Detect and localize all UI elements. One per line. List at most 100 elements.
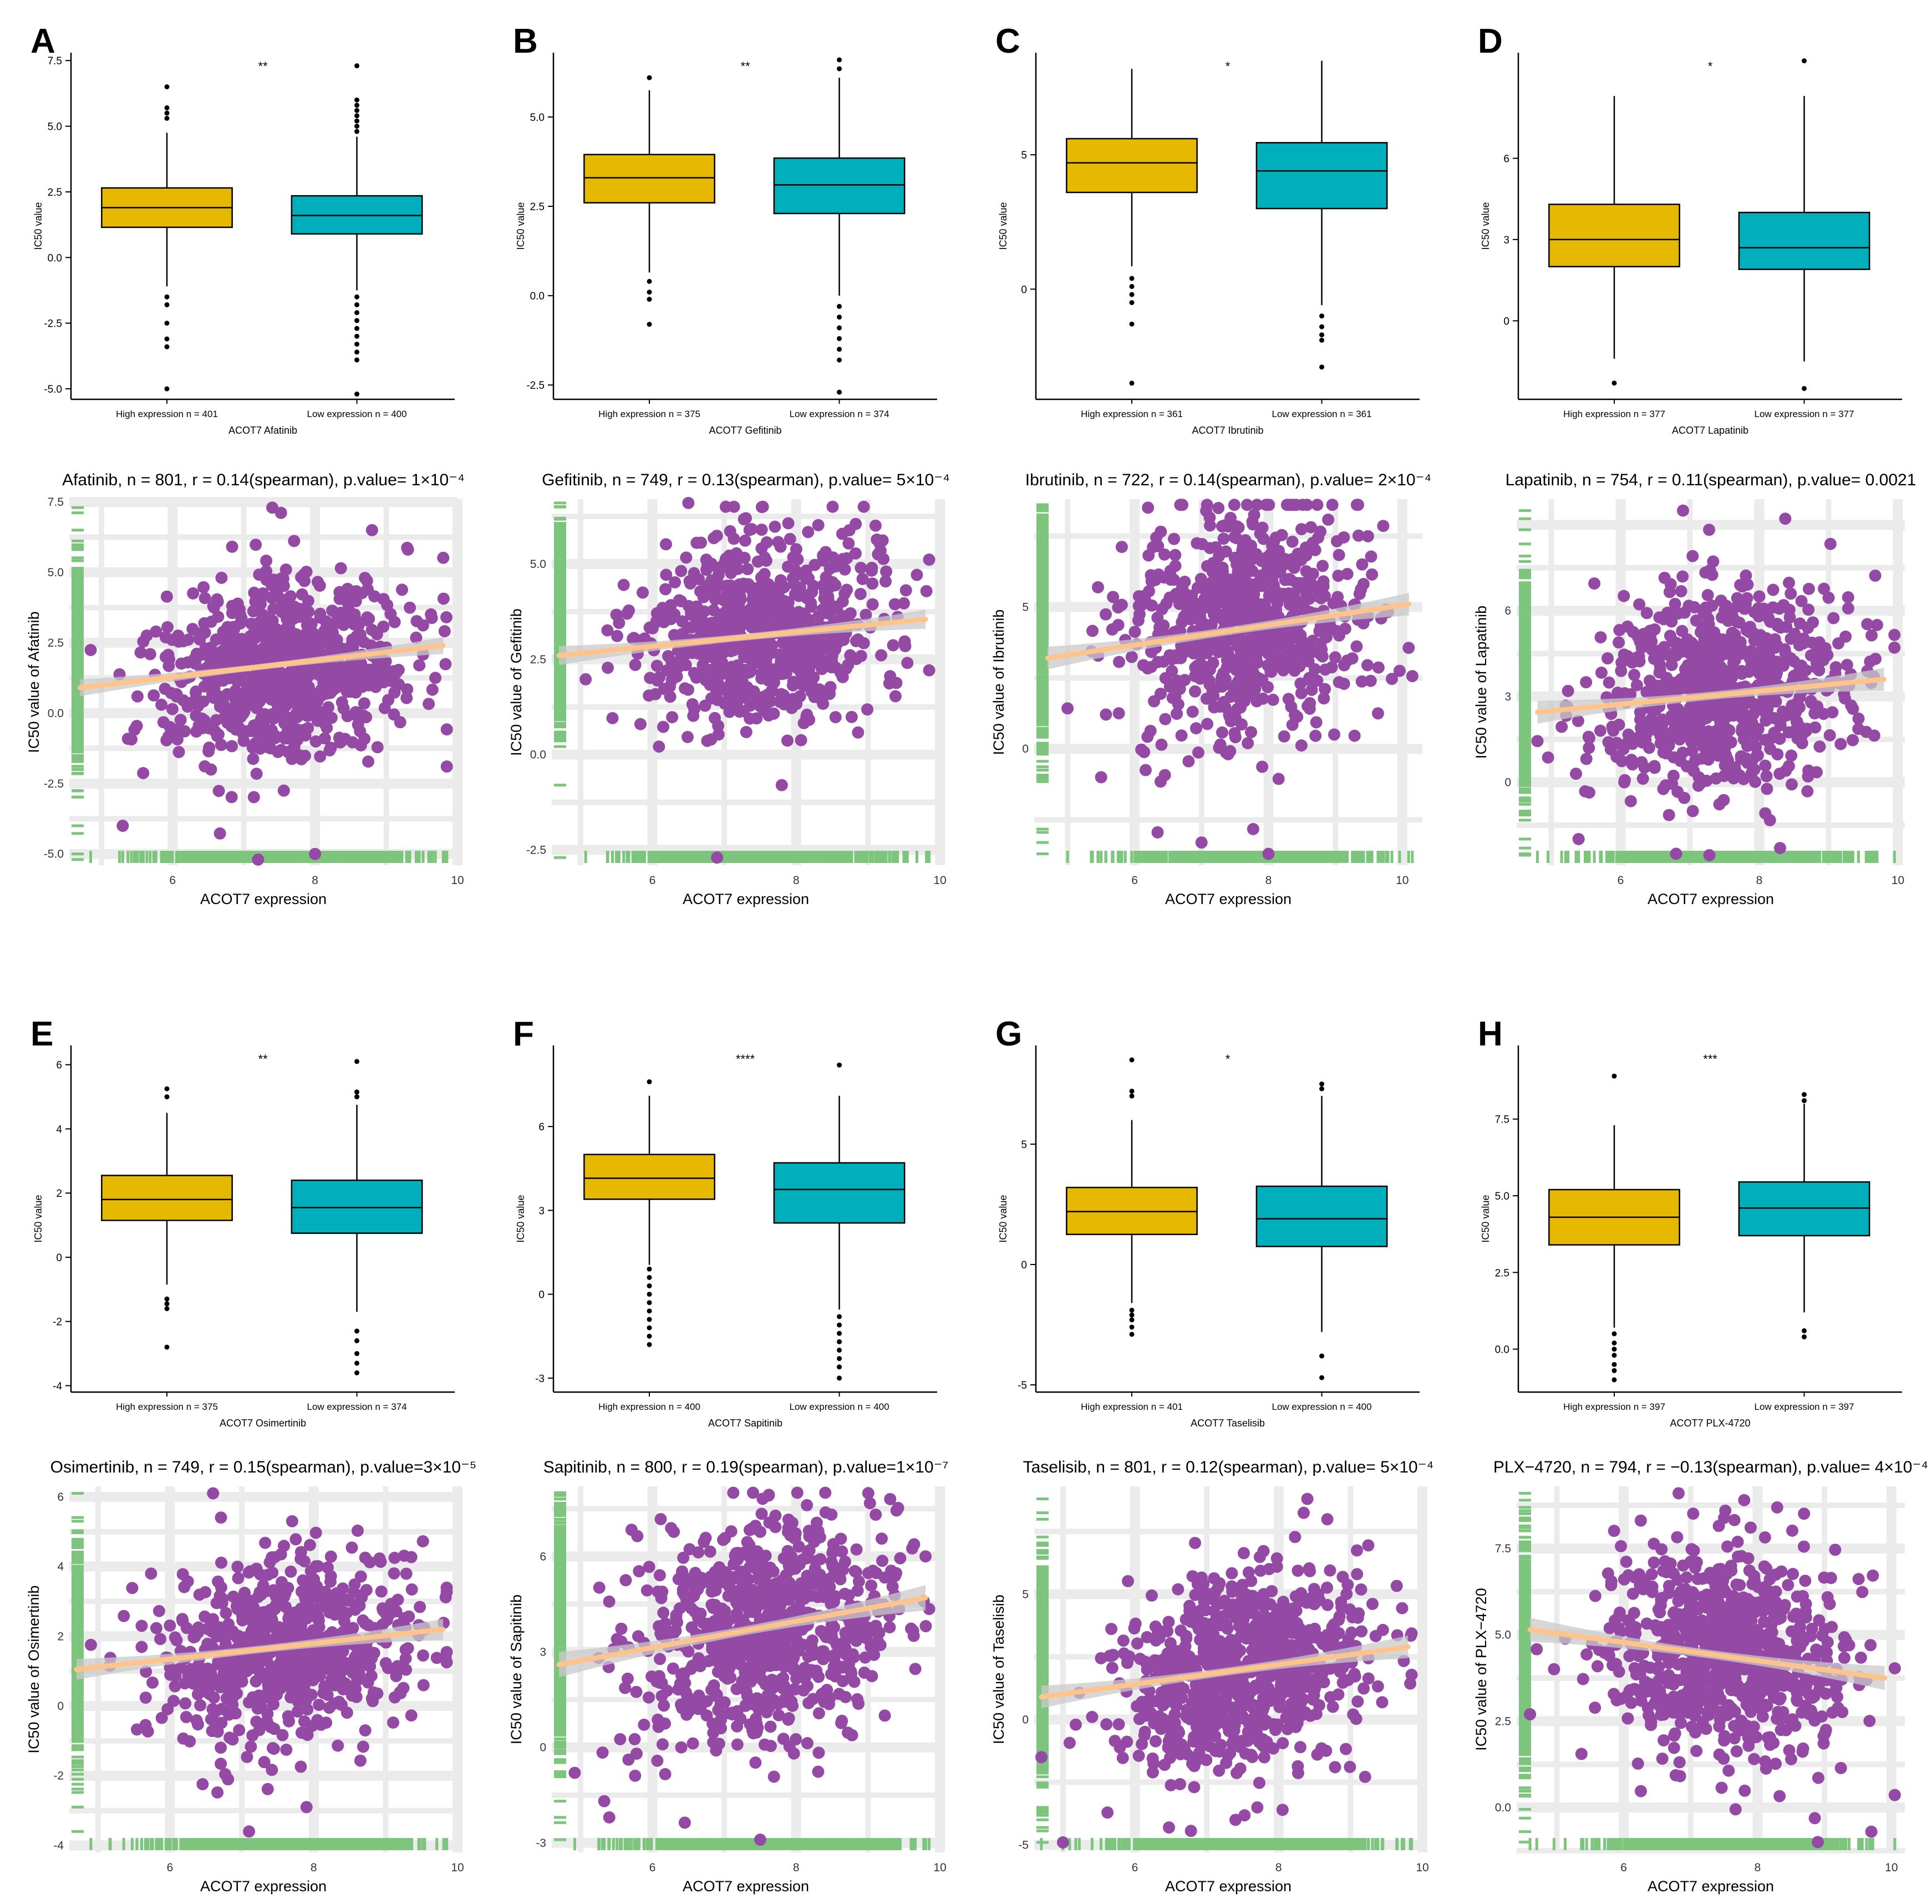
data-point	[205, 763, 217, 776]
rug-mark-y	[554, 707, 566, 710]
rug-mark-x	[328, 851, 332, 863]
rug-mark-x	[739, 851, 743, 863]
outlier-point	[354, 108, 360, 113]
points-layer	[84, 501, 453, 866]
data-point	[723, 556, 735, 568]
rug-mark-x	[915, 851, 918, 863]
rug-mark-x	[139, 851, 143, 863]
data-point	[606, 712, 619, 724]
data-point	[617, 578, 630, 591]
scatter-panel-B: Gefitinib, n = 749, r = 0.13(spearman), …	[508, 471, 950, 907]
data-point	[253, 644, 266, 657]
data-point	[440, 760, 453, 773]
data-point	[277, 580, 290, 592]
data-point	[362, 755, 375, 768]
rug-mark-y	[72, 584, 84, 587]
data-point	[395, 583, 408, 596]
data-point	[182, 633, 195, 646]
rug-mark-x	[690, 851, 694, 863]
data-point	[175, 657, 188, 670]
y-tick-label: 3	[1503, 235, 1509, 246]
rug-mark-x	[178, 851, 181, 863]
group-label: High expression n = 377	[1563, 409, 1665, 419]
data-point	[658, 683, 670, 695]
rug-mark-x	[276, 851, 279, 863]
high-expression-group: High expression n = 361	[1066, 69, 1198, 419]
rug-mark-x	[825, 851, 828, 863]
rug-mark-x	[152, 851, 155, 863]
rug-mark-x	[888, 851, 891, 863]
rug-mark-y	[72, 705, 84, 708]
data-point	[312, 639, 325, 652]
data-point	[869, 519, 882, 532]
scatter-panel-C: Ibrutinib, n = 722, r = 0.14(spearman), …	[990, 471, 1431, 907]
rug-mark-x	[744, 851, 748, 863]
box	[1738, 211, 1870, 270]
y-tick-label: 0.0	[48, 707, 64, 720]
rug-mark-y	[72, 543, 84, 546]
data-point	[260, 573, 273, 586]
rug-mark-x	[271, 851, 274, 863]
data-point	[724, 678, 737, 691]
rug-mark-y	[554, 569, 566, 572]
rug-mark-y	[72, 617, 84, 621]
rug-mark-x	[408, 851, 411, 863]
data-point	[852, 633, 865, 646]
data-point	[294, 749, 307, 762]
significance-label: **	[258, 59, 268, 73]
rug-mark-y	[72, 672, 84, 675]
data-point	[782, 517, 795, 530]
rug-mark-y	[554, 573, 566, 576]
rug-mark-y	[72, 664, 84, 667]
data-point	[356, 681, 369, 693]
data-point	[321, 722, 333, 734]
data-point	[745, 652, 757, 665]
data-point	[664, 599, 677, 612]
rug-mark-x	[365, 851, 369, 863]
rug-mark-y	[72, 667, 84, 670]
rug-mark-x	[584, 851, 587, 863]
y-tick-label: 0.0	[530, 291, 545, 302]
outlier-point	[354, 294, 360, 299]
y-tick-label: 0.0	[530, 749, 546, 761]
rug-mark-y	[72, 587, 84, 591]
rug-mark-x	[780, 851, 784, 863]
outlier-point	[1319, 332, 1325, 338]
data-point	[774, 694, 787, 707]
data-point	[740, 512, 752, 525]
y-tick-label: 7.5	[48, 496, 64, 509]
y-axis-label: IC50 value	[1480, 202, 1491, 250]
data-point	[354, 661, 367, 673]
rug-mark-x	[808, 851, 811, 863]
rug-mark-x	[205, 851, 208, 863]
rug-mark-x	[393, 851, 396, 863]
rug-mark-y	[554, 594, 566, 597]
rug-mark-x	[427, 851, 430, 863]
rug-mark-x	[245, 851, 248, 863]
rug-mark-x	[197, 851, 201, 863]
data-point	[806, 679, 818, 692]
rug-mark-x	[385, 851, 388, 863]
y-tick-label: 0	[1503, 316, 1509, 327]
data-point	[838, 587, 851, 600]
data-point	[222, 710, 235, 723]
data-point	[802, 656, 815, 668]
rug-mark-y	[72, 598, 84, 601]
data-point	[339, 733, 352, 745]
y-tick-label: -2.5	[526, 844, 546, 857]
rug-mark-x	[928, 851, 931, 863]
rug-mark-x	[850, 851, 853, 863]
data-point	[160, 734, 173, 747]
rug-mark-y	[554, 694, 566, 698]
outlier-point	[837, 357, 842, 363]
data-point	[337, 702, 350, 715]
data-point	[923, 554, 936, 566]
rug-mark-y	[72, 688, 84, 691]
data-point	[677, 652, 689, 665]
data-point	[776, 664, 789, 677]
data-point	[726, 589, 739, 602]
rug-mark-y	[72, 610, 84, 613]
data-point	[756, 500, 769, 513]
rug-mark-x	[682, 851, 685, 863]
rug-mark-x	[126, 851, 130, 863]
